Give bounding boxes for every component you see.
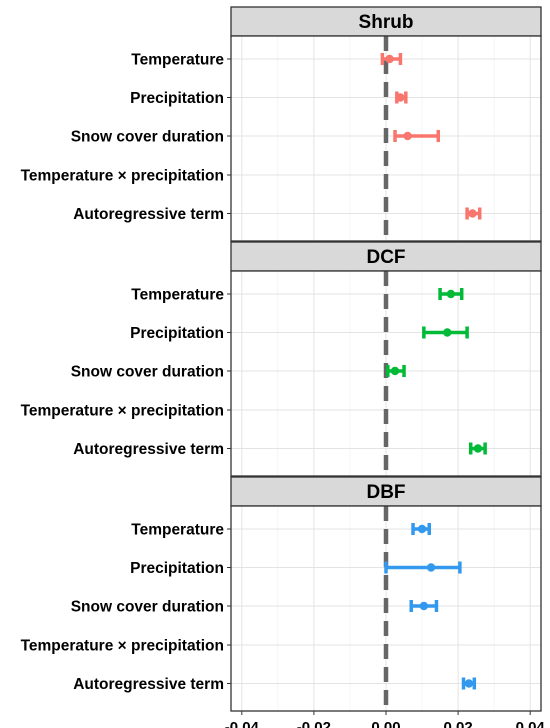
facet-panel-shrub: Shrub Temperature Precipitation Snow cover … bbox=[21, 6, 542, 242]
estimate-point bbox=[417, 524, 427, 534]
estimate-point bbox=[468, 209, 477, 218]
estimate-point bbox=[390, 366, 400, 376]
x-axis: -0.04 -0.02 0.00 0.02 0.04 bbox=[225, 711, 546, 728]
strip-background bbox=[230, 476, 542, 507]
estimate-point bbox=[443, 328, 452, 337]
y-tick-label: Precipitation bbox=[130, 90, 224, 107]
x-tick-label: -0.04 bbox=[225, 719, 260, 728]
facet-panel-dbf: DBF Temperature Precipitation Snow cover du… bbox=[21, 476, 542, 712]
x-tick-label: 0.04 bbox=[516, 719, 546, 728]
y-tick-label: Autoregressive term bbox=[73, 206, 224, 223]
facet-panel-dcf: DCF Temperature Precipitation Snow cover du… bbox=[21, 241, 542, 477]
y-tick-label: Temperature × precipitation bbox=[21, 403, 224, 420]
strip-background bbox=[230, 6, 542, 37]
estimate-point bbox=[419, 601, 429, 611]
x-tick-label: -0.02 bbox=[297, 719, 331, 728]
y-tick-label: Temperature bbox=[131, 287, 224, 304]
strip-label: Shrub bbox=[359, 12, 414, 33]
strip-label: DBF bbox=[366, 482, 405, 503]
y-tick-label: Snow cover duration bbox=[71, 129, 224, 146]
y-tick-label: Snow cover duration bbox=[71, 364, 224, 381]
x-tick-label: 0.00 bbox=[371, 719, 400, 728]
strip-label: DCF bbox=[366, 247, 405, 268]
y-tick-label: Autoregressive term bbox=[73, 441, 224, 458]
estimate-point bbox=[464, 679, 474, 688]
x-tick-label: 0.02 bbox=[443, 719, 472, 728]
y-tick-label: Precipitation bbox=[130, 325, 224, 342]
estimate-point bbox=[446, 289, 456, 299]
estimate-point bbox=[403, 131, 412, 141]
y-tick-label: Autoregressive term bbox=[73, 676, 224, 693]
y-tick-label: Temperature × precipitation bbox=[21, 638, 224, 655]
y-tick-label: Precipitation bbox=[130, 560, 224, 577]
y-tick-label: Temperature bbox=[131, 52, 224, 69]
estimate-point bbox=[426, 563, 436, 572]
y-tick-label: Temperature × precipitation bbox=[21, 168, 224, 185]
y-tick-label: Temperature bbox=[131, 522, 224, 539]
y-tick-label: Snow cover duration bbox=[71, 599, 224, 616]
estimate-point bbox=[473, 444, 483, 453]
estimate-point bbox=[396, 93, 405, 102]
panel-border bbox=[230, 35, 542, 242]
panel-border bbox=[230, 270, 542, 477]
estimate-point bbox=[385, 54, 394, 64]
